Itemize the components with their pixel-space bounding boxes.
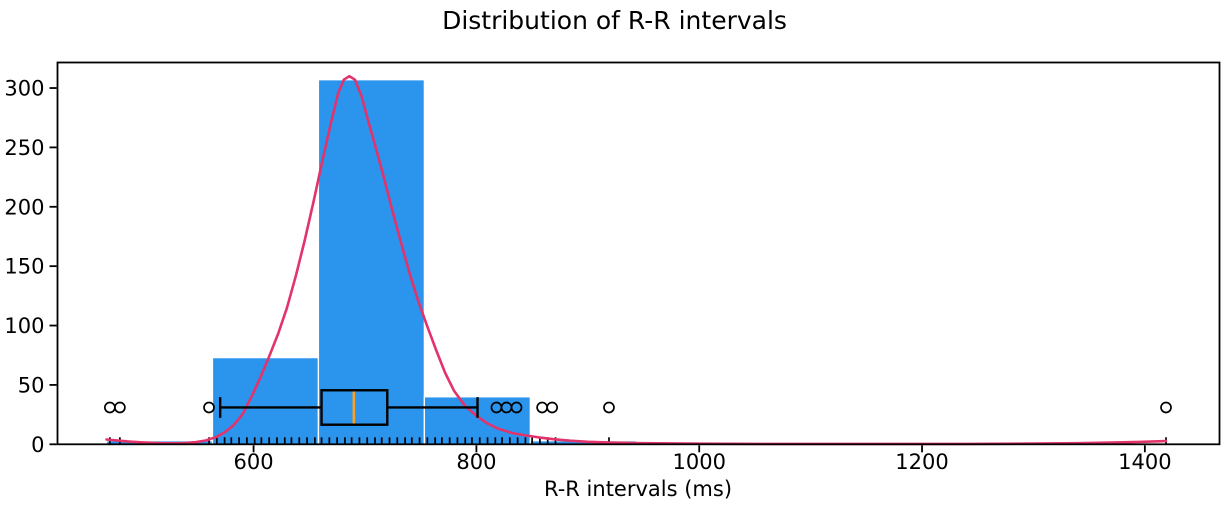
chart-title: Distribution of R-R intervals	[442, 6, 787, 35]
histogram-bar	[211, 356, 320, 446]
y-tick-label: 150	[4, 255, 44, 279]
x-tick-label: 1000	[672, 450, 725, 474]
outlier-point	[114, 401, 126, 414]
outlier-point	[203, 401, 215, 414]
y-tick-label: 50	[18, 373, 45, 397]
outlier-point	[104, 401, 116, 414]
y-tick-label: 0	[31, 433, 44, 457]
outlier-point	[603, 401, 615, 414]
y-tick-label: 100	[4, 314, 44, 338]
outlier-point	[1160, 401, 1172, 414]
outlier-point	[536, 401, 548, 414]
outlier-point	[546, 401, 559, 414]
x-tick-label: 600	[234, 450, 274, 474]
boxplot-box	[320, 389, 389, 426]
axes-frame	[56, 61, 1221, 446]
y-tick-label: 200	[4, 195, 44, 219]
x-tick-label: 1200	[895, 450, 948, 474]
x-tick-label: 1400	[1118, 450, 1171, 474]
x-tick-label: 800	[456, 450, 496, 474]
y-tick-label: 300	[4, 77, 44, 101]
x-axis-label: R-R intervals (ms)	[543, 477, 733, 501]
outlier-point	[510, 401, 523, 414]
y-tick-label: 250	[4, 136, 44, 160]
